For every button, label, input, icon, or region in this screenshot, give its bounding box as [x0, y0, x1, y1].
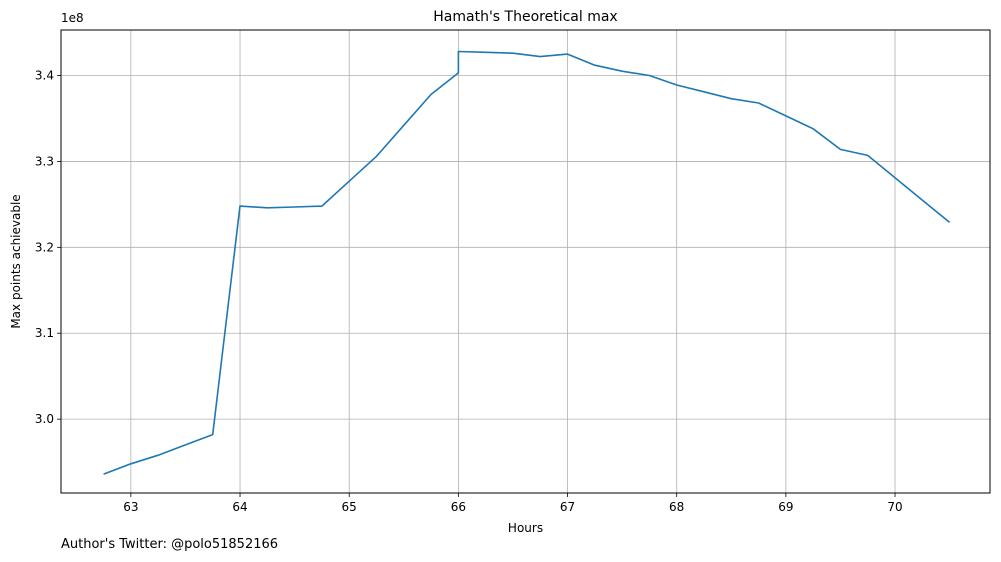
y-tick-label: 3.3	[35, 154, 54, 168]
author-footnote: Author's Twitter: @polo51852166	[61, 537, 279, 552]
x-tick-label: 69	[778, 500, 793, 514]
chart-title: Hamath's Theoretical max	[433, 9, 617, 25]
x-tick-label: 65	[342, 500, 357, 514]
y-tick-label: 3.0	[35, 412, 54, 426]
series-line-layer	[103, 50, 951, 475]
x-tick-label: 64	[232, 500, 247, 514]
y-tick-label: 3.2	[35, 240, 54, 254]
x-tick-label: 66	[451, 500, 466, 514]
x-tick-label: 70	[887, 500, 902, 514]
y-axis-label: Max points achievable	[9, 194, 23, 328]
y-tick-label: 3.1	[35, 326, 54, 340]
grid	[61, 30, 990, 493]
series-line	[103, 50, 951, 475]
x-tick-label: 67	[560, 500, 575, 514]
x-axis-label: Hours	[508, 521, 543, 535]
y-axis-scale-label: 1e8	[61, 11, 84, 25]
y-axis: 3.0 3.1 3.2 3.3 3.4	[35, 69, 61, 426]
y-tick-label: 3.4	[35, 69, 54, 83]
x-tick-label: 68	[669, 500, 684, 514]
x-tick-label: 63	[123, 500, 138, 514]
x-axis: 63 64 65 66 67 68 69 70	[123, 493, 903, 514]
plot-frame	[60, 29, 991, 494]
